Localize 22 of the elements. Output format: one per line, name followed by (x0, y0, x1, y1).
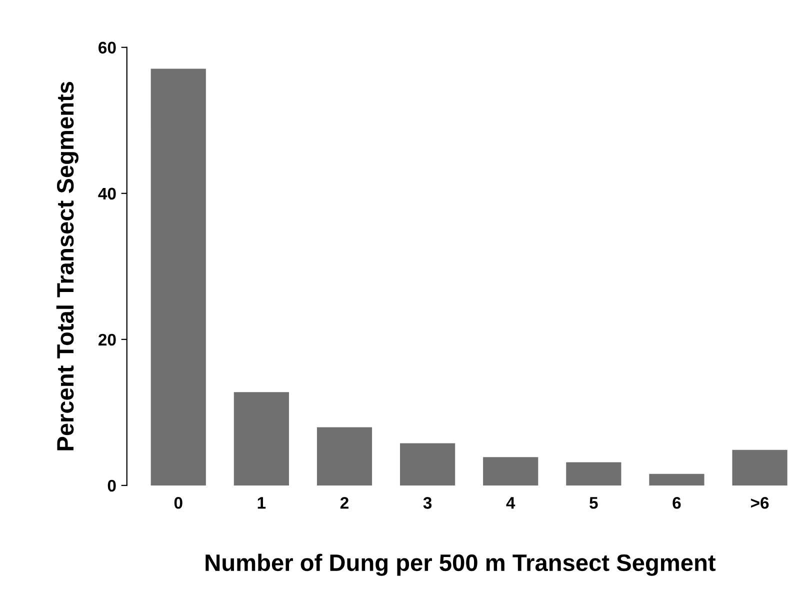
x-tick-label: 0 (174, 496, 182, 509)
bar (150, 68, 206, 486)
x-tick-label: 5 (590, 497, 598, 509)
x-tick-label: 6 (672, 496, 681, 509)
bar (316, 427, 372, 486)
y-tick-label: 20 (98, 334, 116, 346)
x-tick-label: 2 (340, 496, 348, 509)
bar (732, 450, 788, 486)
y-tick-label: 60 (98, 42, 116, 54)
bar (649, 474, 704, 486)
bar (400, 443, 456, 486)
bar (566, 462, 622, 486)
bar (483, 457, 538, 486)
x-tick-label: 3 (423, 496, 432, 509)
y-tick-label: 0 (108, 480, 116, 492)
x-tick-label: 4 (506, 497, 516, 509)
y-axis-title: Percent Total Transect Segments (56, 82, 78, 450)
y-tick-label: 40 (98, 188, 116, 200)
x-axis-title: Number of Dung per 500 m Transect Segment (206, 554, 716, 576)
bar (234, 392, 289, 486)
x-tick-label: >6 (750, 496, 769, 509)
x-tick-label: 1 (258, 497, 266, 509)
